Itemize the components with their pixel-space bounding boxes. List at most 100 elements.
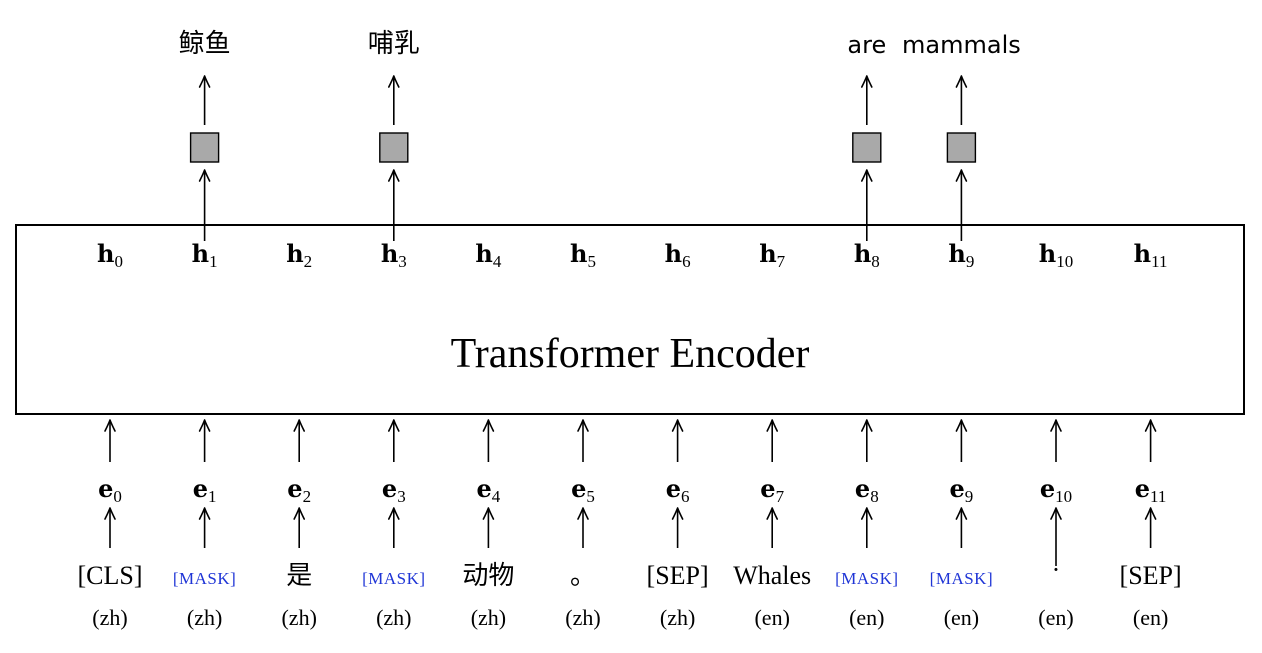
- token-to-embedding-arrow-4: [482, 507, 495, 548]
- embedding-0-symbol: e: [98, 474, 113, 503]
- embedding-0: e0: [98, 474, 122, 506]
- encoder-to-head-arrow-8: [861, 169, 873, 241]
- head-to-output-arrow-1: [198, 75, 211, 125]
- hidden-state-6: h6: [665, 239, 691, 271]
- language-tag-1: (zh): [187, 605, 222, 630]
- token-to-embedding-arrow-7: [766, 507, 778, 548]
- hidden-state-4-subscript: 4: [493, 252, 502, 271]
- input-token-5: 。: [570, 561, 596, 590]
- embedding-6-symbol: e: [666, 474, 681, 503]
- embedding-6-subscript: 6: [681, 487, 690, 506]
- language-tag-3: (zh): [376, 605, 411, 630]
- hidden-states: h0 h1 h2 h3 h4 h5 h6 h7 h8 h9 h10 h11: [97, 239, 1167, 271]
- predicted-token-8: are: [847, 31, 886, 59]
- hidden-state-10-subscript: 10: [1056, 252, 1073, 271]
- language-tag-11: (en): [1133, 605, 1168, 630]
- embedding-to-encoder-arrow-0: [104, 419, 116, 462]
- mask-token-9: [MASK]: [930, 569, 993, 588]
- embedding-5: e5: [571, 474, 595, 506]
- embedding-2: e2: [287, 474, 311, 506]
- mask-token-8: [MASK]: [835, 569, 898, 588]
- hidden-state-3-subscript: 3: [398, 252, 407, 271]
- token-to-embedding-arrow-5: [577, 507, 589, 548]
- embedding-0-subscript: 0: [113, 487, 122, 506]
- hidden-state-5: h5: [570, 239, 596, 271]
- embedding-4: e4: [477, 474, 501, 506]
- embedding-6: e6: [666, 474, 690, 506]
- language-tag-6: (zh): [660, 605, 695, 630]
- language-tag-7: (en): [754, 605, 789, 630]
- embedding-1: e1: [193, 474, 217, 506]
- token-to-embedding-arrow-6: [671, 507, 684, 548]
- encoder-box: [15, 224, 1245, 415]
- embedding-9: e9: [950, 474, 974, 506]
- hidden-state-9-symbol: h: [948, 239, 965, 268]
- input-token-10: ·: [1052, 555, 1061, 584]
- input-token-6: [SEP]: [647, 561, 709, 590]
- embedding-7: e7: [760, 474, 784, 506]
- hidden-state-2-subscript: 2: [304, 252, 313, 271]
- hidden-state-7-symbol: h: [759, 239, 776, 268]
- embedding-10-subscript: 10: [1055, 487, 1072, 506]
- token-to-embedding-arrow-10: [1050, 507, 1062, 566]
- embedding-1-subscript: 1: [208, 487, 217, 506]
- hidden-state-0-subscript: 0: [114, 252, 123, 271]
- predicted-token-1: 鲸鱼: [179, 29, 231, 59]
- hidden-state-10-symbol: h: [1039, 239, 1056, 268]
- hidden-state-1: h1: [192, 239, 218, 271]
- embedding-2-subscript: 2: [303, 487, 312, 506]
- hidden-state-4: h4: [475, 239, 501, 271]
- token-to-embedding-arrow-11: [1144, 507, 1157, 548]
- language-tag-8: (en): [849, 605, 884, 630]
- prediction-head-box-1: [189, 132, 220, 163]
- embedding-11-subscript: 11: [1150, 487, 1166, 506]
- embedding-3-subscript: 3: [397, 487, 406, 506]
- embedding-to-encoder-arrow-9: [955, 419, 968, 462]
- language-tag-9: (en): [944, 605, 979, 630]
- hidden-state-7: h7: [759, 239, 785, 271]
- hidden-state-8-subscript: 8: [871, 252, 880, 271]
- embedding-to-encoder-arrow-11: [1144, 419, 1157, 462]
- token-to-embedding-arrow-0: [104, 507, 116, 548]
- hidden-state-9-subscript: 9: [966, 252, 975, 271]
- hidden-state-2-symbol: h: [286, 239, 303, 268]
- output-arrows: [198, 75, 968, 241]
- embedding-7-subscript: 7: [776, 487, 785, 506]
- embedding-to-encoder-arrow-10: [1050, 419, 1062, 462]
- embedding-8-symbol: e: [855, 474, 870, 503]
- hidden-state-0: h0: [97, 239, 123, 271]
- head-to-output-arrow-8: [861, 75, 873, 125]
- embedding-9-subscript: 9: [965, 487, 974, 506]
- language-tag-4: (zh): [471, 605, 506, 630]
- embedding-to-encoder-arrow-6: [671, 419, 684, 462]
- mask-token-3: [MASK]: [362, 569, 425, 588]
- language-tag-10: (en): [1038, 605, 1073, 630]
- token-to-embedding-arrow-2: [293, 507, 305, 548]
- input-token-11: [SEP]: [1120, 561, 1182, 590]
- prediction-head-box-3: [379, 132, 409, 163]
- head-to-output-arrow-3: [388, 75, 400, 125]
- hidden-state-8: h8: [854, 239, 880, 271]
- hidden-state-11-symbol: h: [1134, 239, 1151, 268]
- embedding-5-symbol: e: [571, 474, 586, 503]
- embedding-7-symbol: e: [760, 474, 775, 503]
- embeddings: e0 e1 e2 e3 e4 e5 e6 e7 e8 e9 e10 e11: [98, 474, 1166, 506]
- hidden-state-11: h11: [1134, 239, 1168, 271]
- hidden-state-1-symbol: h: [192, 239, 209, 268]
- token-to-embedding-arrow-8: [861, 507, 873, 548]
- embedding-5-subscript: 5: [586, 487, 595, 506]
- predicted-token-3: 哺乳: [368, 29, 420, 59]
- encoder-title: Transformer Encoder: [451, 331, 810, 377]
- hidden-state-5-subscript: 5: [587, 252, 596, 271]
- language-tags: (zh) (zh) (zh) (zh) (zh) (zh) (zh) (en) (en) (en)…: [92, 605, 1168, 630]
- encoder-to-head-arrow-3: [388, 169, 400, 241]
- head-to-output-arrow-9: [955, 75, 968, 125]
- encoder-to-head-arrow-1: [198, 169, 211, 241]
- hidden-state-6-symbol: h: [665, 239, 682, 268]
- encoder-to-head-arrow-9: [955, 169, 968, 241]
- hidden-state-10: h10: [1039, 239, 1073, 271]
- embedding-to-encoder-arrow-4: [482, 419, 495, 462]
- input-tokens: [CLS] [MASK] 是 [MASK] 动物 。 [SEP] Whales [MASK] [M…: [78, 555, 1182, 590]
- embedding-to-encoder-arrow-2: [293, 419, 305, 462]
